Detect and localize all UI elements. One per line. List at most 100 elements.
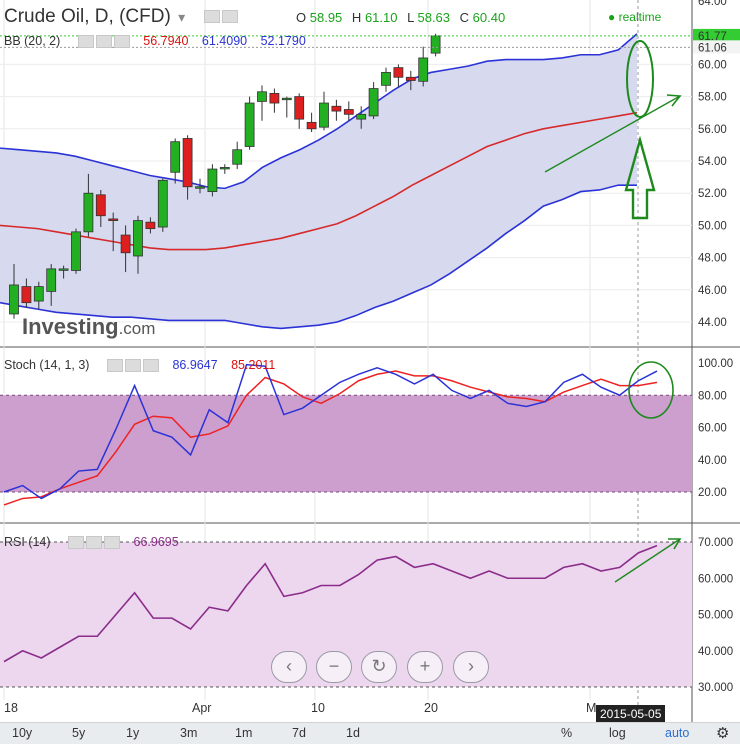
settings-gear-icon[interactable] — [222, 10, 239, 24]
price-tick-label: 58.00 — [698, 92, 727, 104]
investing-logo: Investing.com — [22, 314, 155, 340]
candle-body — [21, 286, 32, 304]
price-tick-label: 48.00 — [698, 253, 727, 265]
candle-body — [343, 109, 354, 115]
candle-body — [95, 194, 106, 217]
auto-scale-button[interactable]: auto — [665, 726, 690, 740]
range-3m-button[interactable]: 3m — [180, 726, 198, 740]
bb-lower-value: 52.1790 — [260, 34, 306, 48]
scroll-right-button[interactable]: › — [453, 651, 489, 683]
bb-lower-line — [0, 184, 637, 330]
rsi-legend[interactable]: RSI (14) 66.9695 — [4, 535, 179, 550]
candle-body — [170, 141, 181, 173]
annotation-up-arrow — [624, 135, 656, 220]
high-value: 61.10 — [364, 10, 398, 25]
crosshair-price-tag — [693, 40, 740, 54]
candle-body — [405, 76, 416, 81]
bb-middle-line — [0, 111, 638, 251]
candle-body — [319, 102, 329, 128]
stoch-tick-label: 20.00 — [698, 487, 727, 499]
candle-body — [418, 57, 429, 82]
range-7d-button[interactable]: 7d — [292, 726, 306, 740]
bb-settings-icon[interactable] — [95, 35, 112, 49]
range-1m-button[interactable]: 1m — [235, 726, 253, 740]
realtime-label: realtime — [618, 10, 662, 24]
x-axis-label: Apr — [192, 701, 212, 715]
stoch-close-icon[interactable] — [142, 359, 159, 373]
range-1y-button[interactable]: 1y — [126, 726, 140, 740]
x-axis-label: 18 — [4, 701, 18, 715]
crosshair-date-label: 2015-05-05 — [596, 705, 666, 723]
annotation-ellipse — [626, 40, 654, 118]
candle-body — [71, 231, 81, 271]
candle-body — [331, 105, 342, 112]
stoch-tick-label: 80.00 — [698, 390, 727, 402]
range-10y-button[interactable]: 10y — [12, 726, 33, 740]
chart-title: Crude Oil, D, (CFD) ▾ — [4, 6, 239, 28]
stoch-tick-label: 40.00 — [698, 455, 727, 467]
close-value: 60.40 — [472, 10, 506, 25]
open-label: O — [296, 10, 307, 25]
stoch-d-line — [3, 370, 658, 506]
candle-body — [306, 121, 317, 130]
reset-chart-button[interactable]: ↻ — [361, 651, 397, 683]
candle-body — [182, 138, 193, 188]
candle-body — [219, 167, 230, 170]
range-5y-button[interactable]: 5y — [72, 726, 86, 740]
candle-body — [195, 186, 205, 189]
price-tick-label: 52.00 — [698, 188, 727, 200]
rsi-value: 66.9695 — [133, 535, 179, 549]
low-label: L — [407, 10, 414, 25]
candle-body — [244, 102, 255, 147]
close-label: C — [459, 10, 470, 25]
last-price-label: 61.77 — [698, 31, 727, 43]
annotation-trend-line — [544, 95, 681, 173]
candle-body — [368, 88, 379, 117]
stoch-d-value: 85.2011 — [231, 358, 276, 372]
rsi-tick-label: 40.000 — [698, 646, 733, 658]
range-bar: 10y 5y 1y 3m 1m 7d 1d % log auto ⚙ — [0, 722, 740, 744]
candle-body — [83, 192, 94, 233]
zoom-out-button[interactable]: − — [316, 651, 352, 683]
scroll-left-button[interactable]: ‹ — [271, 651, 307, 683]
bb-close-icon[interactable] — [113, 35, 130, 49]
gear-icon[interactable]: ⚙ — [716, 725, 730, 742]
rsi-label: RSI (14) — [4, 535, 51, 549]
candle-body — [33, 286, 44, 302]
crosshair-price-label: 61.06 — [698, 42, 727, 54]
rsi-close-icon[interactable] — [104, 536, 121, 550]
range-1d-button[interactable]: 1d — [346, 726, 360, 740]
candle-body — [157, 179, 168, 228]
candle-body — [9, 284, 19, 315]
annotation-rsi-line — [614, 538, 681, 583]
rsi-visibility-icon[interactable] — [68, 536, 85, 550]
stoch-settings-icon[interactable] — [124, 359, 141, 373]
stoch-visibility-icon[interactable] — [106, 359, 123, 373]
price-tick-label: 64.00 — [698, 0, 727, 8]
open-value: 58.95 — [309, 10, 343, 25]
stoch-k-line — [3, 363, 658, 500]
percent-scale-button[interactable]: % — [561, 726, 573, 740]
stoch-label: Stoch (14, 1, 3) — [4, 358, 90, 372]
zoom-in-button[interactable]: + — [407, 651, 443, 683]
bb-middle-value: 56.7940 — [143, 34, 189, 48]
rsi-tick-label: 50.000 — [698, 610, 733, 622]
log-scale-button[interactable]: log — [609, 726, 626, 740]
candle-body — [269, 92, 280, 104]
bb-label: BB (20, 2) — [4, 34, 61, 48]
candle-body — [393, 67, 404, 78]
bb-legend[interactable]: BB (20, 2) 56.7940 61.4090 52.1790 — [4, 34, 306, 49]
rsi-settings-icon[interactable] — [86, 536, 103, 550]
bb-visibility-icon[interactable] — [77, 35, 94, 49]
instrument-title: Crude Oil, D, (CFD) — [4, 6, 171, 27]
low-value: 58.63 — [417, 10, 451, 25]
rsi-tick-label: 60.000 — [698, 573, 733, 585]
x-axis-label: M — [586, 701, 597, 715]
candle-body — [381, 72, 391, 86]
stoch-legend[interactable]: Stoch (14, 1, 3) 86.9647 85.2011 — [4, 358, 276, 373]
price-tick-label: 54.00 — [698, 156, 727, 168]
settings-toggle-icon[interactable] — [204, 10, 221, 24]
title-dropdown-icon[interactable]: ▾ — [178, 9, 186, 25]
bb-band-fill — [0, 33, 637, 329]
stoch-tick-label: 100.00 — [698, 358, 733, 370]
